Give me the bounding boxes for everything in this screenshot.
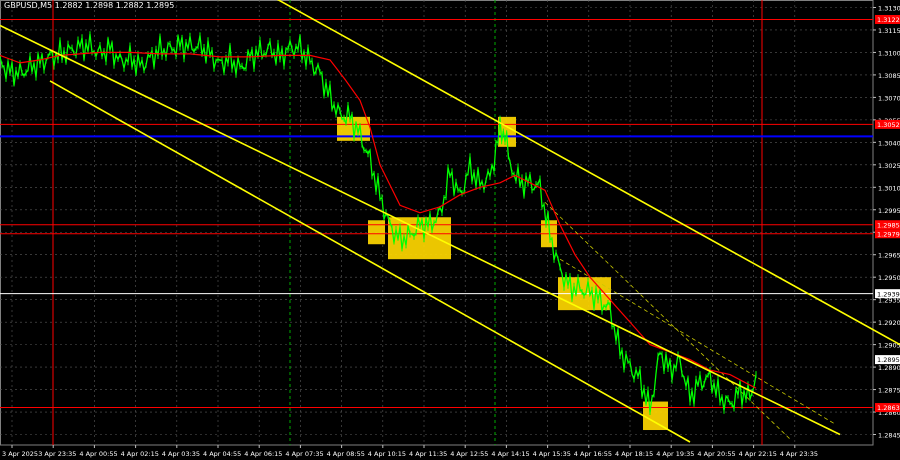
x-tick-label: 4 Apr 14:15 <box>491 450 529 458</box>
y-tick-label: 1.3100 <box>878 49 900 57</box>
level-label: 1.3122 <box>877 16 900 24</box>
level-label: 1.3052 <box>877 121 900 129</box>
x-tick-label: 4 Apr 20:55 <box>697 450 735 458</box>
level-label: 1.2979 <box>877 230 900 238</box>
level-label-box <box>875 229 900 239</box>
level-label: 1.2985 <box>877 221 900 229</box>
channel-line <box>49 80 691 443</box>
y-tick-label: 1.2950 <box>878 274 900 282</box>
moving-average-line <box>0 51 757 389</box>
current-price-label: 1.2895 <box>877 356 900 364</box>
x-tick-label: 4 Apr 16:55 <box>574 450 612 458</box>
x-tick-label: 4 Apr 00:55 <box>79 450 117 458</box>
y-tick-label: 1.2905 <box>878 342 900 350</box>
y-tick-label: 1.3040 <box>878 139 900 147</box>
y-tick-label: 1.3010 <box>878 184 900 192</box>
x-tick-label: 4 Apr 15:35 <box>533 450 571 458</box>
level-label: 1.2863 <box>877 404 900 412</box>
level-label-box <box>875 14 900 24</box>
x-tick-label: 4 Apr 10:15 <box>368 450 406 458</box>
y-tick-label: 1.2860 <box>878 409 900 417</box>
x-tick-label: 3 Apr 23:35 <box>38 450 76 458</box>
dashed-channel-line <box>544 201 791 440</box>
level-label-box <box>875 119 900 129</box>
level-label: 1.2939 <box>877 290 900 298</box>
y-tick-label: 1.3115 <box>878 27 900 35</box>
dashed-channel-line <box>559 258 836 425</box>
x-tick-label: 4 Apr 22:15 <box>739 450 777 458</box>
channel-line <box>0 24 841 436</box>
x-tick-label: 4 Apr 02:15 <box>121 450 159 458</box>
level-label-box <box>875 289 900 299</box>
y-tick-label: 1.2935 <box>878 297 900 305</box>
x-tick-label: 4 Apr 12:55 <box>450 450 488 458</box>
x-tick-label: 4 Apr 18:15 <box>615 450 653 458</box>
x-tick-label: 4 Apr 08:55 <box>327 450 365 458</box>
y-tick-label: 1.2995 <box>878 207 900 215</box>
x-tick-label: 4 Apr 03:35 <box>162 450 200 458</box>
y-tick-label: 1.2875 <box>878 387 900 395</box>
level-label-box <box>875 220 900 230</box>
x-tick-label: 3 Apr 2025 <box>2 450 38 458</box>
y-tick-label: 1.2920 <box>878 319 900 327</box>
signal-highlight-box <box>368 220 385 245</box>
level-label-box <box>875 403 900 413</box>
x-tick-label: 4 Apr 19:35 <box>656 450 694 458</box>
y-tick-label: 1.2965 <box>878 252 900 260</box>
y-tick-label: 1.2845 <box>878 432 900 440</box>
y-tick-label: 1.2890 <box>878 364 900 372</box>
y-tick-label: 1.3070 <box>878 94 900 102</box>
chart-title: GBPUSD,M5 1.2882 1.2898 1.2882 1.2895 <box>4 1 175 10</box>
x-tick-label: 4 Apr 07:35 <box>285 450 323 458</box>
x-tick-label: 4 Apr 11:35 <box>409 450 447 458</box>
current-price-box <box>875 355 900 365</box>
y-tick-label: 1.3085 <box>878 72 900 80</box>
y-tick-label: 1.3130 <box>878 4 900 12</box>
x-tick-label: 4 Apr 06:15 <box>244 450 282 458</box>
x-tick-label: 4 Apr 23:35 <box>780 450 818 458</box>
y-tick-label: 1.3025 <box>878 162 900 170</box>
signal-highlight-box <box>643 401 668 431</box>
x-tick-label: 4 Apr 04:55 <box>203 450 241 458</box>
channel-line <box>276 0 900 346</box>
plot-border <box>0 0 874 446</box>
